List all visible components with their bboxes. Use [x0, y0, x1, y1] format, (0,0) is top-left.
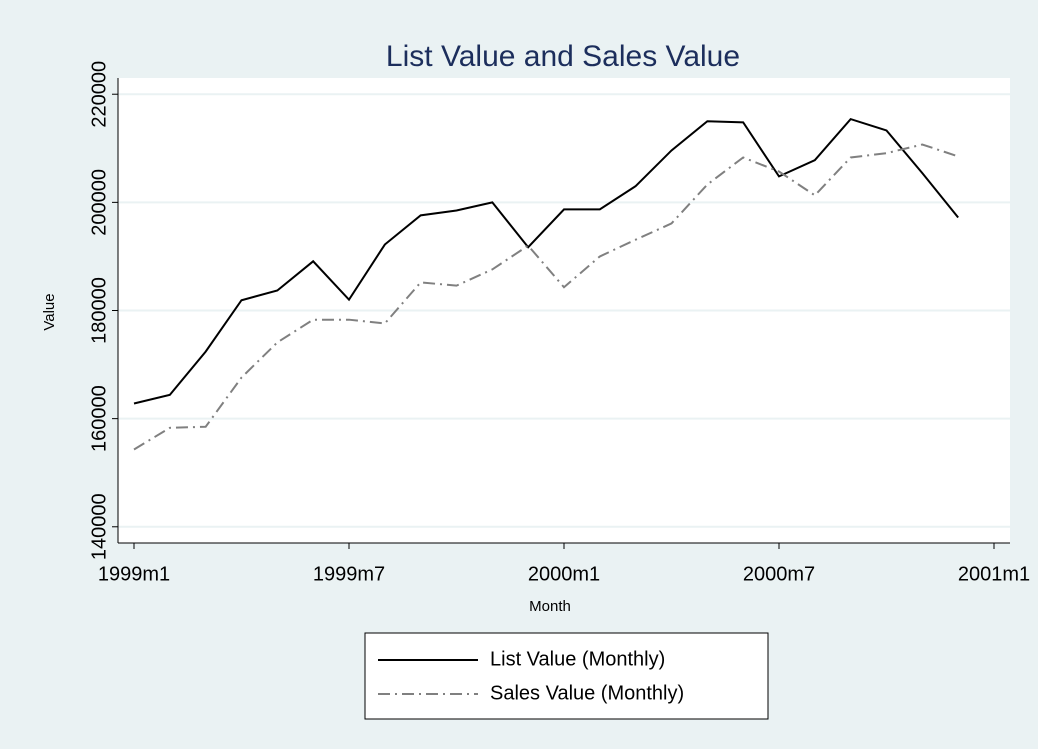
x-tick-label: 2000m1 — [528, 563, 600, 585]
y-tick-label: 160000 — [88, 385, 110, 452]
legend — [364, 632, 769, 720]
x-tick-label: 1999m1 — [98, 563, 170, 585]
series-line — [133, 143, 959, 451]
x-tick-label: 2001m1 — [958, 563, 1030, 585]
series-line — [133, 117, 959, 405]
legend-label: Sales Value (Monthly) — [490, 682, 684, 704]
chart-title: List Value and Sales Value — [386, 40, 740, 73]
y-tick-label: 180000 — [88, 277, 110, 344]
y-tick-label: 220000 — [88, 61, 110, 128]
x-tick-label: 2000m7 — [743, 563, 815, 585]
legend-label: List Value (Monthly) — [490, 648, 665, 670]
x-tick-label: 1999m7 — [313, 563, 385, 585]
y-axis-label: Value — [41, 293, 58, 330]
y-tick-label: 200000 — [88, 169, 110, 236]
x-axis-label: Month — [529, 598, 571, 615]
y-tick-label: 140000 — [88, 493, 110, 560]
